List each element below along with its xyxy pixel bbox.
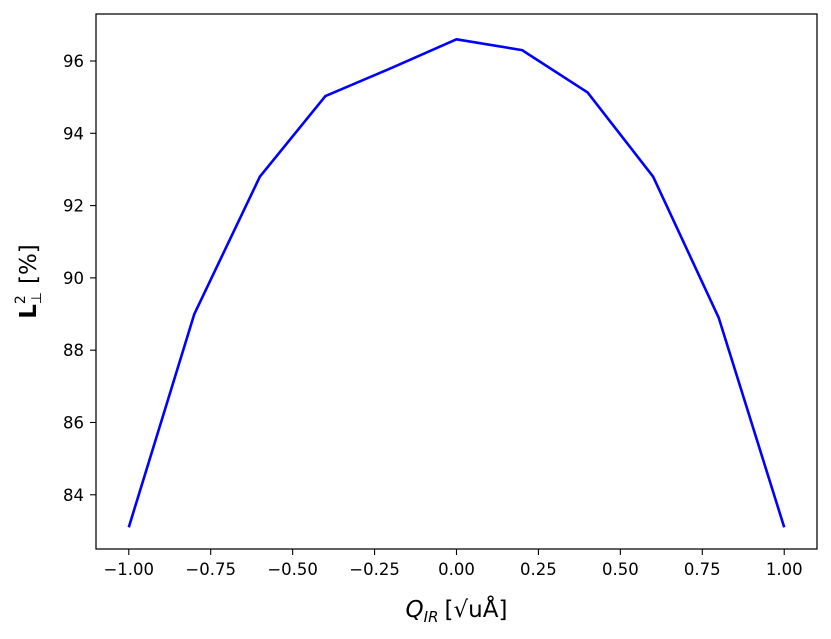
y-tick-label: 96 — [63, 52, 84, 71]
plot-area — [127, 37, 786, 528]
series-line-0 — [127, 37, 786, 528]
x-tick-label: −0.75 — [185, 560, 236, 579]
y-tick-label: 88 — [63, 341, 84, 360]
x-tick-label: −1.00 — [103, 560, 154, 579]
y-tick-label: 92 — [63, 197, 84, 216]
y-tick-label: 84 — [63, 486, 84, 505]
y-tick-label: 86 — [63, 413, 84, 432]
x-axis-label-symbol: Q — [406, 597, 424, 623]
x-tick-label: 1.00 — [766, 560, 803, 579]
y-axis-label-symbol: L — [16, 304, 42, 319]
y-axis-label: L2⊥ [%] — [13, 244, 45, 319]
y-axis: 84 86 88 90 92 94 96 — [63, 52, 96, 505]
x-tick-label: 0.00 — [438, 560, 475, 579]
y-tick-label: 94 — [63, 124, 84, 143]
x-tick-label: −0.25 — [349, 560, 400, 579]
y-axis-label-superscript: 2 — [13, 295, 29, 304]
x-tick-label: 0.50 — [602, 560, 639, 579]
y-axis-label-units: [%] — [16, 244, 42, 284]
x-tick-label: 0.25 — [520, 560, 557, 579]
x-tick-label: −0.50 — [267, 560, 318, 579]
x-axis: −1.00 −0.75 −0.50 −0.25 0.00 0.25 0.50 0.75 1.00 — [103, 549, 803, 579]
x-axis-label-subscript: IR — [424, 608, 439, 626]
y-tick-label: 90 — [63, 269, 84, 288]
y-axis-label-subscript: ⊥ — [29, 292, 45, 304]
x-axis-label: QIR [√uÅ] — [406, 595, 508, 626]
axes-frame — [95, 13, 818, 550]
x-axis-label-units: [√uÅ] — [445, 595, 508, 623]
x-tick-label: 0.75 — [684, 560, 721, 579]
